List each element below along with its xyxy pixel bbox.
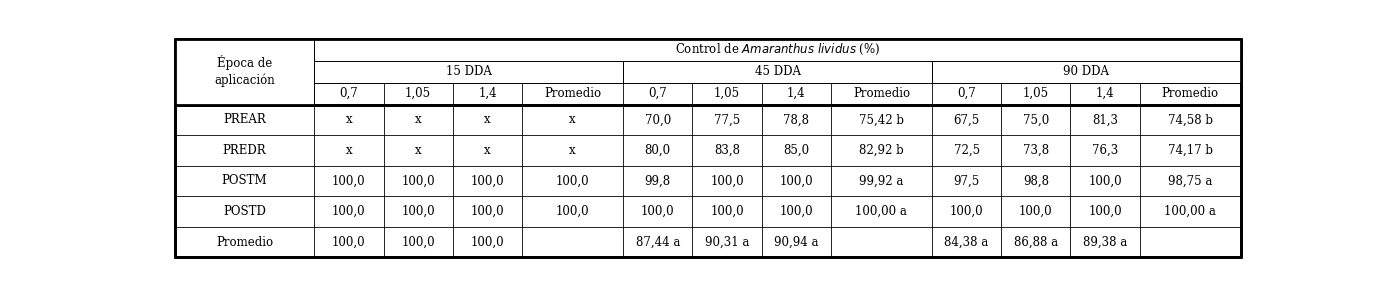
Text: 45 DDA: 45 DDA [754,65,801,78]
Text: aplicación: aplicación [214,73,275,87]
Text: 100,0: 100,0 [641,205,674,218]
Text: 100,0: 100,0 [950,205,983,218]
Bar [932,61,1240,83]
Text: 73,8: 73,8 [1023,144,1050,157]
Text: 90,31 a: 90,31 a [704,236,749,248]
Text: 98,8: 98,8 [1023,174,1048,188]
Text: 90,94 a: 90,94 a [773,236,819,248]
Text: 100,0: 100,0 [710,205,744,218]
Text: 100,0: 100,0 [471,236,504,248]
Text: 89,38 a: 89,38 a [1083,236,1127,248]
Text: 87,44 a: 87,44 a [635,236,679,248]
Text: Promedio: Promedio [1161,87,1219,100]
Text: 100,0: 100,0 [471,174,504,188]
Text: 100,0: 100,0 [555,205,590,218]
Text: 100,00 a: 100,00 a [1164,205,1217,218]
Text: POSTD: POSTD [224,205,267,218]
Text: Promedio: Promedio [544,87,601,100]
Text: x: x [569,144,576,157]
Text: 1,4: 1,4 [1095,87,1114,100]
Text: x: x [345,144,352,157]
Text: 100,0: 100,0 [471,205,504,218]
Bar [315,39,1240,61]
Text: x: x [485,144,490,157]
Text: PREDR: PREDR [222,144,267,157]
Text: 0,7: 0,7 [957,87,976,100]
Text: 1,05: 1,05 [405,87,431,100]
Text: 86,88 a: 86,88 a [1014,236,1058,248]
Text: PREAR: PREAR [224,113,267,126]
Text: 100,00 a: 100,00 a [855,205,907,218]
Bar [175,39,315,105]
Text: 85,0: 85,0 [783,144,809,157]
Text: 100,0: 100,0 [331,174,366,188]
Text: 74,17 b: 74,17 b [1168,144,1213,157]
Text: 0,7: 0,7 [648,87,667,100]
Text: 99,8: 99,8 [645,174,671,188]
Text: 1,05: 1,05 [714,87,740,100]
Text: 100,0: 100,0 [779,205,813,218]
Text: 83,8: 83,8 [714,144,740,157]
Text: 100,0: 100,0 [331,205,366,218]
Text: 70,0: 70,0 [645,113,671,126]
Text: 99,92 a: 99,92 a [859,174,903,188]
Text: 74,58 b: 74,58 b [1168,113,1213,126]
Text: x: x [569,113,576,126]
Text: x: x [414,144,421,157]
Text: Promedio: Promedio [853,87,910,100]
Text: 15 DDA: 15 DDA [446,65,492,78]
Text: 1,05: 1,05 [1023,87,1050,100]
Text: Época de: Época de [217,55,272,71]
Text: 75,42 b: 75,42 b [859,113,905,126]
Text: Promedio: Promedio [215,236,273,248]
Text: 100,0: 100,0 [1088,205,1121,218]
Text: 100,0: 100,0 [710,174,744,188]
Text: 77,5: 77,5 [714,113,740,126]
Text: x: x [485,113,490,126]
Text: 78,8: 78,8 [783,113,809,126]
Text: 100,0: 100,0 [402,174,435,188]
Text: 80,0: 80,0 [645,144,671,157]
Text: POSTM: POSTM [222,174,268,188]
Text: 100,0: 100,0 [402,205,435,218]
Bar [315,61,623,83]
Text: 72,5: 72,5 [953,144,979,157]
Text: 100,0: 100,0 [402,236,435,248]
Text: 0,7: 0,7 [340,87,358,100]
Text: 98,75 a: 98,75 a [1168,174,1213,188]
Text: 67,5: 67,5 [953,113,979,126]
Text: 75,0: 75,0 [1023,113,1050,126]
Text: x: x [345,113,352,126]
Bar [623,61,932,83]
Text: 82,92 b: 82,92 b [859,144,903,157]
Text: 100,0: 100,0 [1088,174,1121,188]
Text: 100,0: 100,0 [779,174,813,188]
Text: 1,4: 1,4 [478,87,497,100]
Text: x: x [414,113,421,126]
Bar [932,61,1240,83]
Text: 1,4: 1,4 [787,87,805,100]
Bar [175,39,315,105]
Text: 84,38 a: 84,38 a [945,236,989,248]
Text: 90 DDA: 90 DDA [1063,65,1109,78]
Bar [315,61,623,83]
Text: 81,3: 81,3 [1092,113,1119,126]
Bar [623,61,932,83]
Text: 100,0: 100,0 [331,236,366,248]
Text: 100,0: 100,0 [555,174,590,188]
Text: 97,5: 97,5 [953,174,979,188]
Text: 76,3: 76,3 [1092,144,1119,157]
Bar [315,39,1240,61]
Text: Control de $\mathit{Amaranthus\ lividus}$ (%): Control de $\mathit{Amaranthus\ lividus}… [675,42,880,57]
Text: 100,0: 100,0 [1019,205,1052,218]
